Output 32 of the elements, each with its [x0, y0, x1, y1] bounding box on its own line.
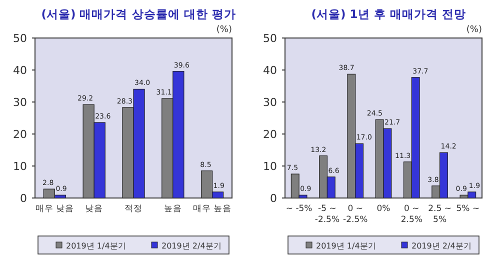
- x-tick-label: 0 ~ -2.5%: [343, 204, 368, 225]
- y-tick-label: 30: [263, 96, 277, 109]
- chart-title: (서울) 1년 후 매매가격 전망: [311, 7, 466, 21]
- y-tick-label: 50: [13, 32, 27, 45]
- x-tick-label: 0 ~ 2.5%: [400, 204, 422, 225]
- y-tick-label: 10: [13, 160, 27, 173]
- y-tick-label: 50: [263, 32, 277, 45]
- legend-label: 2019년 2/4분기: [162, 242, 222, 250]
- y-tick-label: 20: [13, 128, 27, 141]
- x-tick-label: -5 ~ -2.5%: [314, 204, 340, 225]
- y-tick-label: 30: [13, 96, 27, 109]
- legend-label: 2019년 2/4분기: [412, 242, 472, 250]
- y-tick-label: 0: [270, 192, 277, 205]
- x-tick-label: 적정: [124, 204, 142, 214]
- x-tick-label: 높음: [164, 204, 182, 214]
- x-tick-label: 0%: [376, 204, 390, 214]
- x-tick-label: 낮음: [85, 204, 104, 214]
- legend-label: 2019년 1/4분기: [316, 242, 376, 250]
- legend-label: 2019년 1/4분기: [66, 242, 126, 250]
- chart-title: (서울) 매매가격 상승률에 대한 평가: [41, 7, 236, 21]
- y-tick-label: 20: [263, 128, 277, 141]
- text: (%): [466, 25, 482, 35]
- y-tick-label: 40: [263, 64, 277, 77]
- x-tick-label: ~ -5%: [286, 204, 312, 214]
- y-tick-label: 0: [20, 192, 27, 205]
- text: (%): [216, 25, 232, 35]
- x-tick-label: 매우 낮음: [35, 204, 74, 214]
- y-tick-label: 40: [13, 64, 27, 77]
- x-tick-label: 5% ~: [456, 204, 480, 214]
- x-tick-label: 매우 높음: [192, 204, 232, 214]
- x-tick-label: 2.5 ~ 5%: [428, 204, 452, 225]
- y-tick-label: 10: [263, 160, 277, 173]
